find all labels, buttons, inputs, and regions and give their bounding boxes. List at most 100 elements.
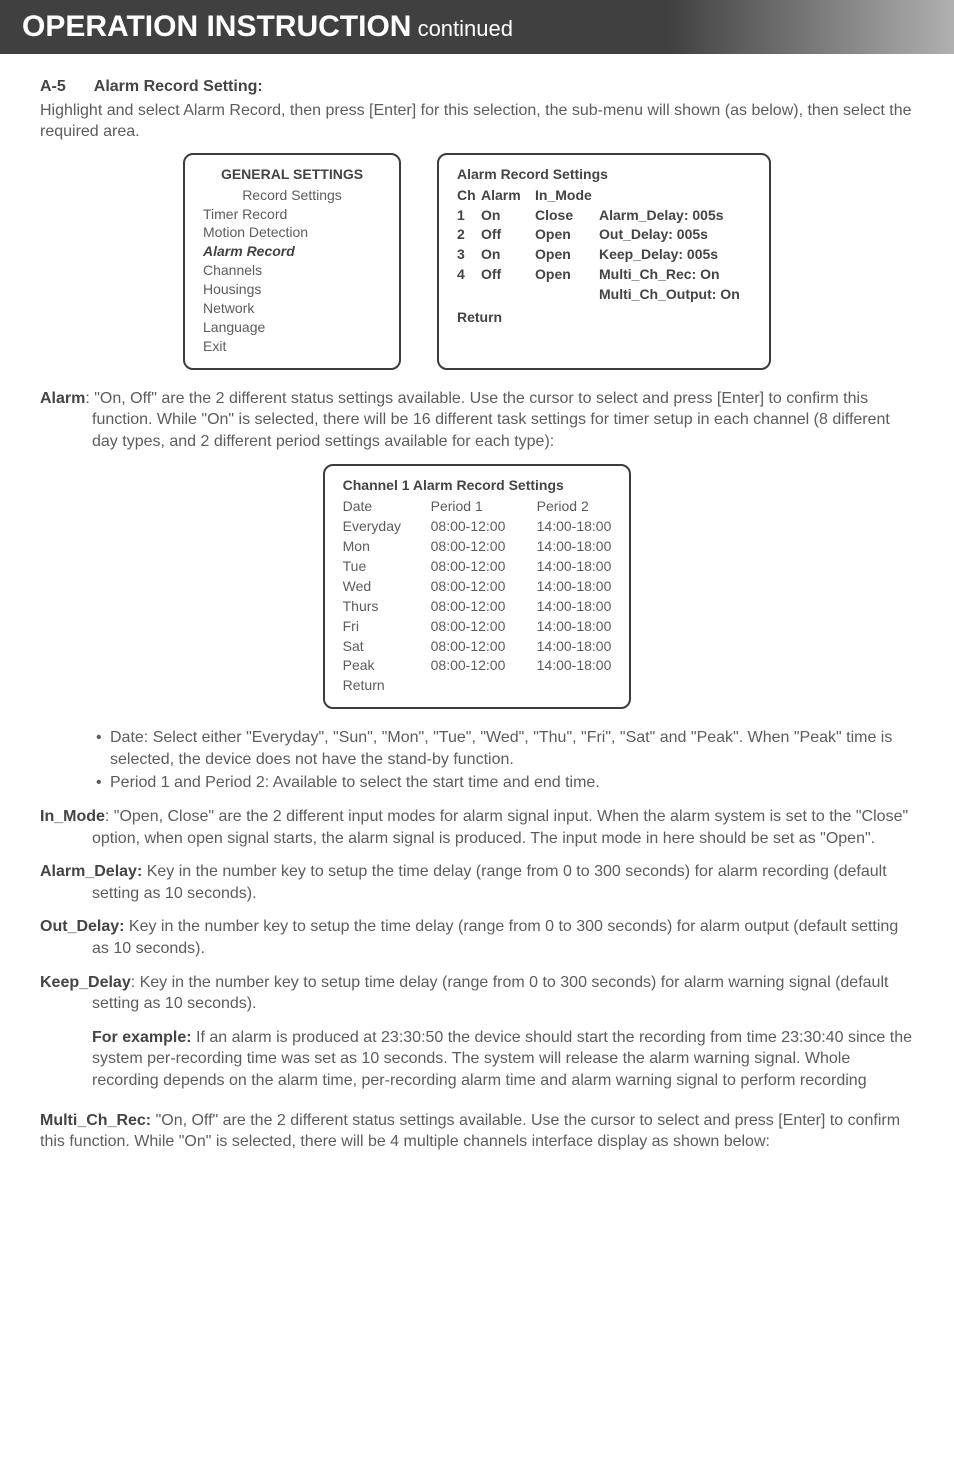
ch1-table-cell: 14:00-18:00 [537,637,612,656]
outdelay-paragraph: Out_Delay: Key in the number key to setu… [40,916,914,959]
settings-boxes-row: GENERAL SETTINGS Record SettingsTimer Re… [40,153,914,370]
channel1-title: Channel 1 Alarm Record Settings [343,476,612,495]
ch1-table-cell: Everyday [343,517,431,536]
inmode-term: In_Mode [40,808,105,825]
ch1-table-cell: Tue [343,557,431,576]
keepdelay-text: : Key in the number key to setup time de… [92,974,888,1013]
inmode-text: : "Open, Close" are the 2 different inpu… [92,808,908,847]
inmode-paragraph: In_Mode: "Open, Close" are the 2 differe… [40,806,914,849]
alarm-table-cell: On [481,245,535,264]
alarm-table-cell: Keep_Delay: 005s [599,245,751,264]
ch1-table-cell: Return [343,676,431,695]
alarm-table-cell [535,285,599,304]
ch1-table-cell: 14:00-18:00 [537,577,612,596]
alarm-table-header: Ch [457,186,481,205]
ch1-table-cell: 08:00-12:00 [431,577,537,596]
alarm-paragraph: Alarm: "On, Off" are the 2 different sta… [40,388,914,453]
multi-text: "On, Off" are the 2 different status set… [40,1112,900,1151]
bullet-item: •Period 1 and Period 2: Available to sel… [96,772,914,794]
general-settings-item: Network [203,299,381,318]
alarm-record-settings-box: Alarm Record Settings ChAlarmIn_Mode1OnC… [437,153,771,370]
ch1-table-cell: Wed [343,577,431,596]
ch1-table-cell: Fri [343,617,431,636]
alarmdelay-paragraph: Alarm_Delay: Key in the number key to se… [40,861,914,904]
ch1-table-cell: Thurs [343,597,431,616]
general-settings-item: Language [203,318,381,337]
general-settings-item: Timer Record [203,205,381,224]
alarm-table-cell: Multi_Ch_Rec: On [599,265,751,284]
alarm-table-cell: Multi_Ch_Output: On [599,285,751,304]
alarm-table-header [599,186,751,205]
alarm-table-cell: 1 [457,206,481,225]
ch1-table-cell: 08:00-12:00 [431,617,537,636]
alarm-table-cell: Off [481,225,535,244]
header-bar: OPERATION INSTRUCTION continued [0,0,954,54]
ch1-table-cell: 08:00-12:00 [431,597,537,616]
ch1-table-cell: 14:00-18:00 [537,537,612,556]
alarm-table-cell: 4 [457,265,481,284]
section-heading: A-5 Alarm Record Setting: [40,76,914,98]
general-settings-item: Channels [203,261,381,280]
bullet-item: •Date: Select either "Everyday", "Sun", … [96,727,914,770]
multi-ch-rec-paragraph: Multi_Ch_Rec: "On, Off" are the 2 differ… [40,1110,914,1153]
alarmdelay-text: Key in the number key to setup the time … [92,863,887,902]
ch1-table-cell [537,676,612,695]
ch1-table-cell: 14:00-18:00 [537,656,612,675]
bullet-dot-icon: • [96,727,110,770]
alarm-table-header: In_Mode [535,186,599,205]
alarm-table-cell: On [481,206,535,225]
alarm-table-cell: 2 [457,225,481,244]
alarm-term: Alarm [40,390,85,407]
alarm-table-header: Alarm [481,186,535,205]
bullet-text: Period 1 and Period 2: Available to sele… [110,772,600,794]
keepdelay-term: Keep_Delay [40,974,131,991]
example-term: For example: [92,1029,192,1046]
ch1-table-header: Period 1 [431,497,537,516]
general-settings-item: Motion Detection [203,223,381,242]
bullet-list: •Date: Select either "Everyday", "Sun", … [96,727,914,794]
general-settings-item: Housings [203,280,381,299]
ch1-table-cell: 08:00-12:00 [431,637,537,656]
ch1-table-cell: 14:00-18:00 [537,617,612,636]
ch1-table-cell: 14:00-18:00 [537,557,612,576]
ch1-table-cell: 08:00-12:00 [431,656,537,675]
alarm-table-cell: Alarm_Delay: 005s [599,206,751,225]
ch1-table-cell: Peak [343,656,431,675]
ch1-table-cell: Mon [343,537,431,556]
ch1-table-header: Date [343,497,431,516]
alarm-table-cell [457,285,481,304]
page-title-continued: continued [411,16,513,41]
outdelay-text: Key in the number key to setup the time … [92,918,898,957]
alarm-table-cell: 3 [457,245,481,264]
alarm-text: : "On, Off" are the 2 different status s… [85,390,890,450]
ch1-table-cell: 14:00-18:00 [537,517,612,536]
alarm-table-cell: Off [481,265,535,284]
ch1-table-cell: 08:00-12:00 [431,537,537,556]
bullet-text: Date: Select either "Everyday", "Sun", "… [110,727,914,770]
page-content: A-5Alarm Record Setting: Highlight and s… [0,54,954,1199]
channel-box-wrapper: Channel 1 Alarm Record Settings DatePeri… [40,464,914,709]
keepdelay-paragraph: Keep_Delay: Key in the number key to set… [40,972,914,1015]
ch1-table-cell [431,676,537,695]
example-paragraph: For example: If an alarm is produced at … [92,1027,914,1092]
general-settings-box: GENERAL SETTINGS Record SettingsTimer Re… [183,153,401,370]
ch1-table-cell: Sat [343,637,431,656]
general-settings-item: Exit [203,337,381,356]
section-number: A-5 [40,78,66,95]
ch1-table-cell: 14:00-18:00 [537,597,612,616]
general-settings-title: GENERAL SETTINGS [203,165,381,184]
ch1-table-cell: 08:00-12:00 [431,557,537,576]
alarm-box-title: Alarm Record Settings [457,165,751,184]
general-settings-item: Alarm Record [203,242,381,261]
alarm-table-cell: Close [535,206,599,225]
example-text: If an alarm is produced at 23:30:50 the … [92,1029,912,1089]
channel1-settings-box: Channel 1 Alarm Record Settings DatePeri… [323,464,632,709]
page-title: OPERATION INSTRUCTION [22,10,411,43]
bullet-dot-icon: • [96,772,110,794]
alarm-table-cell [481,285,535,304]
outdelay-term: Out_Delay: [40,918,124,935]
alarm-table-cell: Open [535,245,599,264]
alarm-table-cell: Open [535,225,599,244]
section-title: Alarm Record Setting: [94,78,263,95]
alarmdelay-term: Alarm_Delay: [40,863,142,880]
